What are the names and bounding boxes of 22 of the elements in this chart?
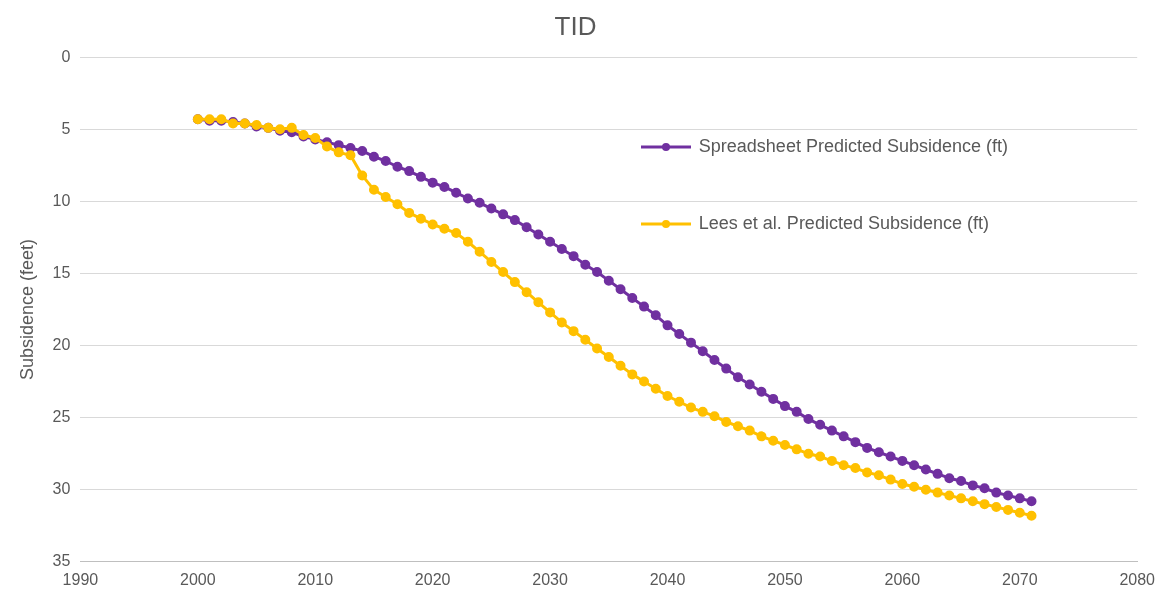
y-axis-title: Subsidence (feet) bbox=[16, 238, 37, 381]
legend-label: Spreadsheet Predicted Subsidence (ft) bbox=[698, 136, 1008, 157]
x-tick-label: 2070 bbox=[1001, 570, 1038, 588]
x-tick-label: 2060 bbox=[884, 570, 921, 588]
y-tick-label: 30 bbox=[52, 480, 71, 498]
x-tick-label: 2010 bbox=[297, 570, 334, 588]
y-tick-label: 5 bbox=[61, 119, 71, 137]
y-tick-label: 0 bbox=[61, 47, 71, 65]
x-tick-label: 2040 bbox=[649, 570, 686, 588]
x-tick-label: 2050 bbox=[767, 570, 803, 588]
y-tick-label: 20 bbox=[52, 335, 71, 353]
legend-label: Lees et al. Predicted Subsidence (ft) bbox=[698, 213, 989, 234]
y-tick-label: 25 bbox=[52, 408, 71, 426]
y-tick-label: 35 bbox=[52, 552, 71, 570]
y-tick-label: 10 bbox=[52, 191, 71, 209]
x-tick-label: 2020 bbox=[414, 570, 451, 588]
chart-title: TID bbox=[554, 10, 597, 41]
x-tick-label: 2000 bbox=[180, 570, 216, 588]
x-tick-label: 1990 bbox=[62, 570, 99, 588]
x-tick-label: 2080 bbox=[1119, 570, 1156, 588]
x-tick-label: 2030 bbox=[532, 570, 568, 588]
y-tick-label: 15 bbox=[52, 263, 71, 281]
